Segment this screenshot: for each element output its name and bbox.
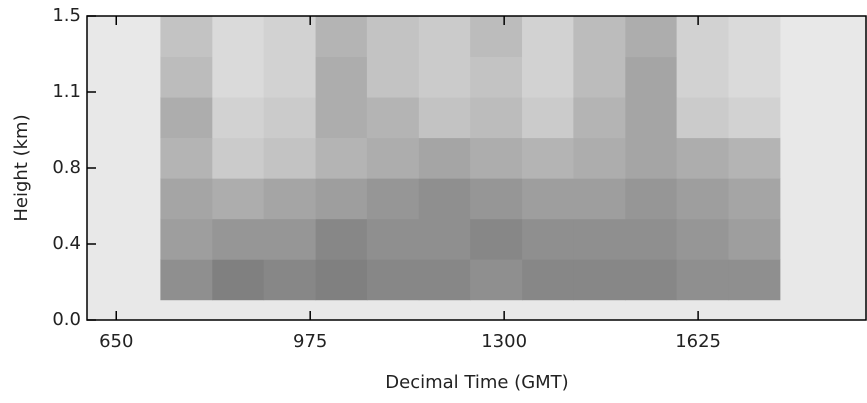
heatmap-cell bbox=[625, 259, 678, 301]
heatmap-cell bbox=[418, 56, 471, 98]
heatmap-cell bbox=[263, 97, 317, 139]
heatmap-cell bbox=[625, 178, 678, 220]
heatmap-cell bbox=[470, 218, 523, 260]
heatmap-cell bbox=[418, 259, 471, 301]
heatmap-cell bbox=[522, 137, 574, 179]
heatmap-cell bbox=[366, 178, 420, 220]
heatmap-cell bbox=[315, 178, 368, 220]
heatmap-cell bbox=[625, 97, 678, 139]
heatmap-cell bbox=[470, 137, 523, 179]
heatmap-cell bbox=[573, 97, 626, 139]
heatmap-cell bbox=[212, 259, 265, 301]
x-tick-label: 1300 bbox=[481, 331, 527, 352]
heatmap-cell bbox=[676, 16, 730, 58]
heatmap-cell bbox=[366, 97, 420, 139]
heatmap-cell bbox=[212, 218, 265, 260]
x-tick-label: 650 bbox=[99, 331, 133, 352]
heatmap-cell bbox=[160, 16, 213, 58]
x-axis-label: Decimal Time (GMT) bbox=[385, 372, 568, 393]
y-tick-label: 0.0 bbox=[52, 309, 81, 330]
heatmap-cell bbox=[315, 56, 368, 98]
heatmap-cell bbox=[676, 97, 730, 139]
heatmap-cell bbox=[573, 178, 626, 220]
heatmap-cell bbox=[728, 178, 781, 220]
heatmap-cell bbox=[315, 218, 368, 260]
heatmap-cell bbox=[212, 97, 265, 139]
heatmap-cell bbox=[728, 97, 781, 139]
heatmap-cell bbox=[625, 137, 678, 179]
y-tick-label: 1.5 bbox=[52, 5, 81, 26]
heatmap-cell bbox=[366, 218, 420, 260]
heatmap-cell bbox=[315, 97, 368, 139]
heatmap-cell bbox=[522, 178, 574, 220]
heatmap-cell bbox=[573, 218, 626, 260]
heatmap-cell bbox=[728, 218, 781, 260]
heatmap-cell bbox=[676, 137, 730, 179]
heatmap-cell bbox=[676, 218, 730, 260]
heatmap-cell bbox=[160, 137, 213, 179]
heatmap-cell bbox=[366, 259, 420, 301]
heatmap-cell bbox=[418, 97, 471, 139]
x-tick-label: 975 bbox=[293, 331, 327, 352]
heatmap-cell bbox=[263, 259, 317, 301]
heatmap-cell bbox=[625, 56, 678, 98]
heatmap-cell bbox=[522, 56, 574, 98]
heatmap-cell bbox=[676, 56, 730, 98]
heatmap-cell bbox=[160, 259, 213, 301]
heatmap-cell bbox=[366, 56, 420, 98]
heatmap-cell bbox=[573, 56, 626, 98]
heatmap-cell bbox=[625, 218, 678, 260]
heatmap-cell bbox=[315, 16, 368, 58]
heatmap-cell bbox=[522, 259, 574, 301]
heatmap-cell bbox=[212, 16, 265, 58]
heatmap-cell bbox=[470, 97, 523, 139]
heatmap-cell bbox=[728, 259, 781, 301]
heatmap-cell bbox=[728, 16, 781, 58]
heatmap-cell bbox=[263, 178, 317, 220]
heatmap-cell bbox=[366, 137, 420, 179]
heatmap-cell bbox=[263, 218, 317, 260]
heatmap-cell bbox=[470, 56, 523, 98]
heatmap-cell bbox=[470, 16, 523, 58]
heatmap-cell bbox=[573, 137, 626, 179]
y-tick-label: 1.1 bbox=[52, 81, 81, 102]
heatmap-cell bbox=[160, 218, 213, 260]
heatmap-cell bbox=[470, 178, 523, 220]
y-tick-label: 0.8 bbox=[52, 157, 81, 178]
heatmap-cell bbox=[315, 137, 368, 179]
heatmap-cell bbox=[625, 16, 678, 58]
heatmap-cell bbox=[522, 16, 574, 58]
heatmap-cell bbox=[212, 56, 265, 98]
heatmap-cell bbox=[676, 178, 730, 220]
heatmap-cell bbox=[418, 178, 471, 220]
heatmap-cell bbox=[212, 178, 265, 220]
heatmap-cell bbox=[212, 137, 265, 179]
heatmap-cell bbox=[263, 137, 317, 179]
y-axis-label: Height (km) bbox=[11, 114, 32, 221]
heatmap-cell bbox=[366, 16, 420, 58]
heatmap bbox=[160, 16, 781, 301]
heatmap-cell bbox=[263, 56, 317, 98]
heatmap-cell bbox=[418, 137, 471, 179]
heatmap-cell bbox=[160, 178, 213, 220]
heatmap-cell bbox=[418, 16, 471, 58]
heatmap-cell bbox=[418, 218, 471, 260]
heatmap-cell bbox=[522, 97, 574, 139]
heatmap-cell bbox=[470, 259, 523, 301]
heatmap-cell bbox=[315, 259, 368, 301]
heatmap-cell bbox=[728, 137, 781, 179]
heatmap-cell bbox=[728, 56, 781, 98]
x-tick-label: 1625 bbox=[675, 331, 721, 352]
y-tick-label: 0.4 bbox=[52, 233, 81, 254]
heatmap-cell bbox=[573, 16, 626, 58]
heatmap-cell bbox=[522, 218, 574, 260]
heatmap-cell bbox=[263, 16, 317, 58]
heatmap-cell bbox=[160, 97, 213, 139]
heatmap-cell bbox=[573, 259, 626, 301]
heatmap-cell bbox=[676, 259, 730, 301]
heatmap-cell bbox=[160, 56, 213, 98]
